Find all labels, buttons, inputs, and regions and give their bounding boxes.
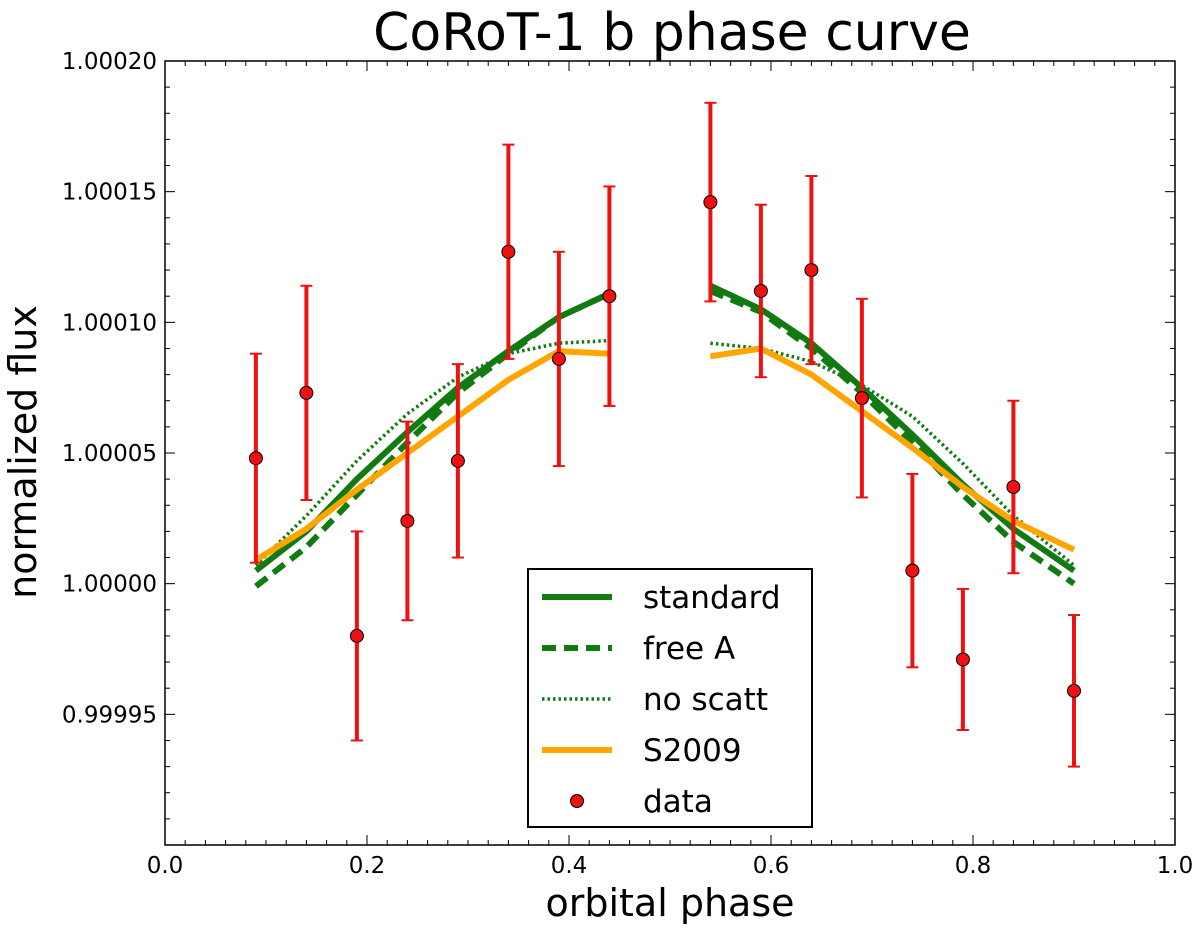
data-point <box>551 351 566 366</box>
series-line-free-a <box>254 290 611 589</box>
data-point <box>955 652 970 667</box>
series-line-s2009 <box>254 348 610 563</box>
legend-label-s2009: S2009 <box>643 733 742 769</box>
data-point <box>753 283 768 298</box>
x-tick-label: 0.8 <box>955 853 992 879</box>
legend-label-data: data <box>643 784 713 820</box>
y-axis-label: normalized flux <box>1 305 45 599</box>
x-tick-label: 0.0 <box>147 853 184 879</box>
series-line-no-scatt <box>254 338 610 567</box>
series-line-standard <box>709 282 1076 574</box>
data-point <box>248 451 263 466</box>
y-tick-label: 1.00005 <box>62 441 157 467</box>
y-tick-label: 0.99995 <box>62 702 157 728</box>
data-point <box>299 385 314 400</box>
data-point <box>703 195 718 210</box>
data-point <box>450 453 465 468</box>
data-point <box>1067 683 1081 698</box>
x-tick-label: 1.0 <box>1157 853 1194 879</box>
legend: standard free A no scatt S2009 data <box>527 568 813 828</box>
y-tick-label: 1.00015 <box>62 180 157 206</box>
series-line-no-scatt <box>710 341 1076 567</box>
legend-label-free-a: free A <box>643 631 735 667</box>
data-point <box>349 628 364 643</box>
data-point <box>804 263 819 278</box>
data-point <box>602 289 617 304</box>
y-tick-label: 1.00020 <box>62 49 157 75</box>
y-tick-label: 1.00010 <box>62 310 157 336</box>
data-point <box>905 563 920 578</box>
data-point <box>854 391 869 406</box>
data-point <box>501 244 516 259</box>
x-tick-label: 0.2 <box>349 853 386 879</box>
legend-label-no-scatt: no scatt <box>643 682 768 718</box>
chart-title: CoRoT-1 b phase curve <box>373 3 971 63</box>
x-tick-label: 0.4 <box>551 853 588 879</box>
x-tick-label: 0.6 <box>753 853 790 879</box>
y-tick-label: 1.00000 <box>62 572 157 598</box>
plot-area: 0.0 0.2 0.4 0.6 0.8 1.0 0.99995 1.00000 1.00005 1… <box>62 49 1193 879</box>
x-axis-label: orbital phase <box>545 881 794 925</box>
data-point <box>400 513 415 528</box>
data-point <box>1006 479 1021 494</box>
series-line-free-a <box>709 288 1076 587</box>
legend-label-standard: standard <box>643 580 781 616</box>
series-line-s2009 <box>709 345 1076 553</box>
legend-marker-data <box>570 794 584 808</box>
